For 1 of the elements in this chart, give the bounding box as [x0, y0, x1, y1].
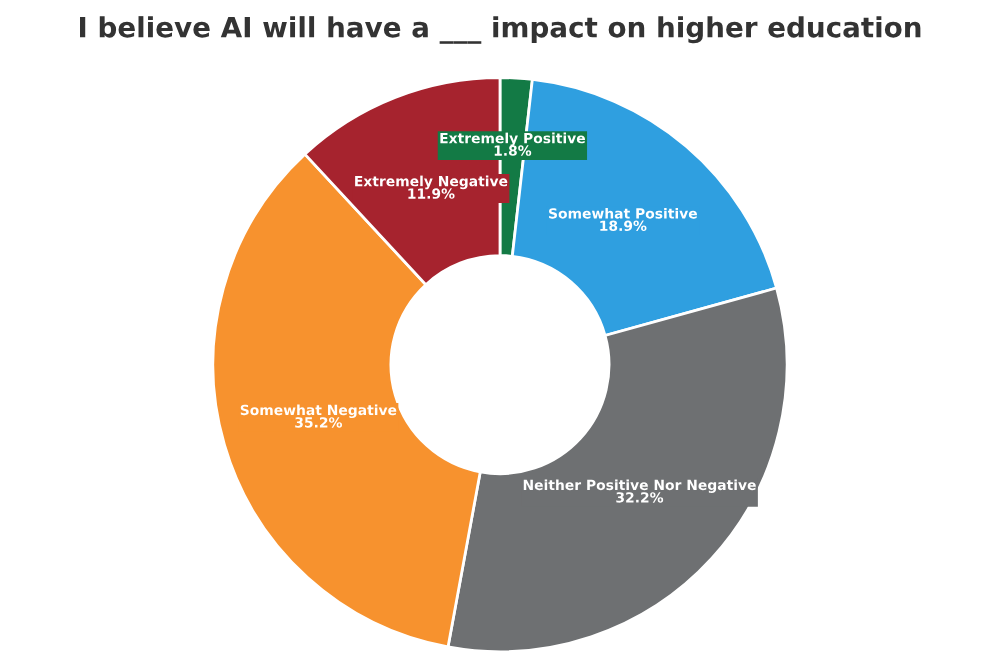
chart-title: I believe AI will have a ___ impact on higher education — [80, 16, 921, 44]
